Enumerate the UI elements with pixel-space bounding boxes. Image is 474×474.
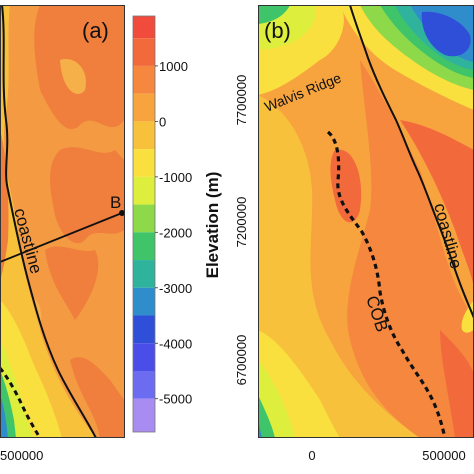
colorbar-swatch xyxy=(133,343,155,371)
colorbar-swatch xyxy=(133,260,155,288)
panel-a-highland xyxy=(45,246,99,320)
colorbar-swatch xyxy=(133,38,155,66)
panel-b-y-tick: 7200000 xyxy=(234,197,249,248)
panel-b-x-tick: 500000 xyxy=(422,448,465,463)
colorbar-swatch xyxy=(133,398,155,432)
colorbar-title: Elevation (m) xyxy=(203,172,222,279)
panel-a-frame xyxy=(0,5,125,438)
colorbar-swatch xyxy=(133,16,155,39)
panel-b-x-axis: 0 500000 xyxy=(308,448,465,463)
panel-a-light-patch xyxy=(60,59,86,95)
panel-b-deep xyxy=(258,395,275,438)
panel-b xyxy=(258,5,474,438)
panel-b-walvis-lowland xyxy=(258,5,290,24)
panel-b-onshore-high xyxy=(440,330,474,438)
colorbar-tick-label: 1000 xyxy=(159,59,188,74)
colorbar-frame xyxy=(132,15,156,433)
colorbar-swatch xyxy=(133,121,155,150)
panel-a-highland xyxy=(70,357,124,438)
colorbar-tick-label: -5000 xyxy=(159,392,192,407)
panel-b-y-axis: 7700000 7200000 6700000 xyxy=(234,75,249,386)
colorbar-swatch xyxy=(133,204,155,233)
colorbar-swatch xyxy=(133,315,155,344)
colorbar-swatch xyxy=(133,65,155,94)
colorbar-tick-label: -4000 xyxy=(159,336,192,351)
panel-a-warm-coast xyxy=(0,130,9,280)
panel-b-onshore-high xyxy=(400,120,474,290)
panel-b-y-tick: 7700000 xyxy=(234,75,249,126)
colorbar-swatch xyxy=(133,93,155,122)
panel-a-profile-line xyxy=(0,212,123,263)
panel-a-profile-end-label: B xyxy=(110,193,121,212)
colorbar-tick-label: -3000 xyxy=(159,281,192,296)
panel-a-deep xyxy=(0,395,8,438)
panel-b-cob-line xyxy=(326,130,447,438)
colorbar-swatch xyxy=(133,232,155,261)
colorbar-swatch xyxy=(133,176,155,205)
panel-b-shelf xyxy=(258,95,420,438)
panel-b-coastline xyxy=(349,5,474,319)
colorbar-swatch xyxy=(133,287,155,316)
colorbar: 1000 0 -1000 -2000 -3000 -4000 -5000 xyxy=(132,15,192,433)
colorbar-tick-label: -1000 xyxy=(159,170,192,185)
colorbar-tick-label: 0 xyxy=(159,114,166,129)
panel-a-coastline xyxy=(1,5,97,438)
panel-b-label: (b) xyxy=(264,18,291,43)
panel-a-ocean xyxy=(0,5,96,438)
panel-a-x-tick: 500000 xyxy=(0,448,43,463)
panel-a-label: (a) xyxy=(82,18,109,43)
colorbar-swatch xyxy=(133,370,155,399)
panel-b-ne-basin xyxy=(421,11,471,57)
colorbar-swatch xyxy=(133,149,155,177)
panel-b-x-tick: 0 xyxy=(308,448,315,463)
colorbar-tick-label: -2000 xyxy=(159,225,192,240)
panel-a-profile-end-marker xyxy=(119,210,124,216)
panel-a-cob-line xyxy=(0,367,42,438)
panel-b-y-tick: 6700000 xyxy=(234,335,249,386)
panel-a xyxy=(0,5,124,438)
